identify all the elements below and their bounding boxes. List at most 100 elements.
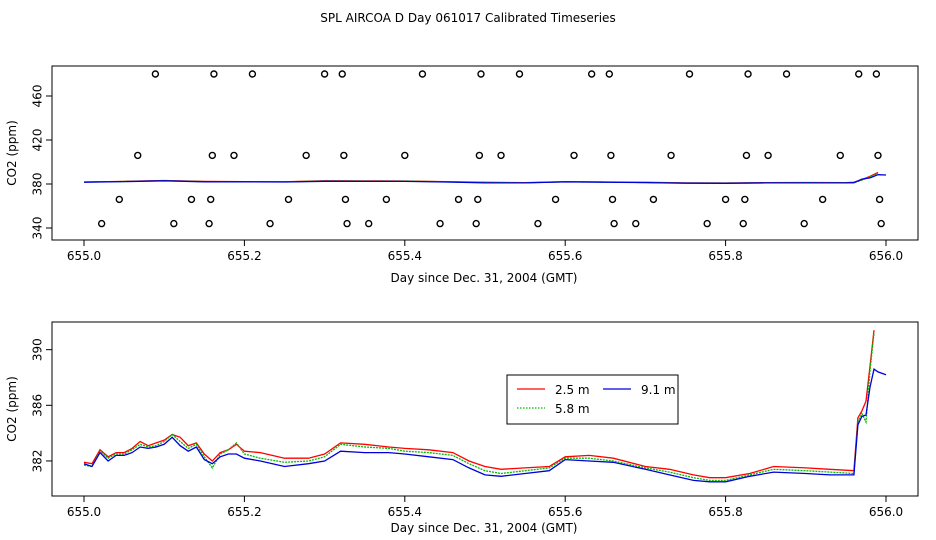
top-x-tick-label: 656.0 xyxy=(869,249,903,263)
top-scatter-points xyxy=(97,70,885,228)
top-scatter-point xyxy=(187,195,196,204)
top-scatter-point xyxy=(207,195,215,204)
top-scatter-point xyxy=(744,70,752,78)
top-scatter-point xyxy=(248,70,257,78)
top-scatter-point xyxy=(855,70,863,78)
top-scatter-point xyxy=(551,195,560,204)
top-scatter-point xyxy=(115,195,123,204)
bottom-x-tick-label: 655.2 xyxy=(227,505,261,519)
bottom-x-tick-label: 655.0 xyxy=(67,505,101,519)
top-scatter-point xyxy=(685,70,694,78)
top-scatter-point xyxy=(343,219,351,228)
top-scatter-point xyxy=(284,195,293,204)
top-scatter-point xyxy=(836,151,844,160)
top-scatter-point xyxy=(764,151,772,160)
top-plot-frame xyxy=(51,65,919,241)
top-scatter-point xyxy=(610,219,618,228)
top-scatter-point xyxy=(97,219,106,228)
top-x-tick-label: 655.2 xyxy=(227,249,261,263)
top-scatter-point xyxy=(205,219,213,228)
top-scatter-point xyxy=(472,219,480,228)
top-scatter-point xyxy=(401,151,409,160)
top-y-tick-label: 380 xyxy=(31,173,45,196)
top-series-lines xyxy=(83,171,887,184)
legend-label-5-8m: 5.8 m xyxy=(555,402,590,416)
top-scatter-point xyxy=(266,219,274,228)
legend: 2.5 m 5.8 m 9.1 m xyxy=(506,374,679,425)
bottom-series-lines xyxy=(83,330,887,483)
top-scatter-point xyxy=(365,219,373,228)
top-scatter-point xyxy=(741,195,749,204)
top-scatter-point xyxy=(230,151,238,160)
top-scatter-point xyxy=(608,195,617,204)
top-scatter-point xyxy=(418,70,427,78)
top-scatter-point xyxy=(587,70,596,78)
top-chart-panel: 655.0 655.2 655.4 655.6 655.8 656.0 340 380 420… xyxy=(5,65,919,285)
bottom-x-tick-label: 655.6 xyxy=(548,505,582,519)
top-scatter-point xyxy=(632,219,640,228)
top-scatter-point xyxy=(208,151,217,160)
bottom-x-axis: 655.0 655.2 655.4 655.6 655.8 656.0 xyxy=(67,495,903,519)
top-y-axis-label: CO2 (ppm) xyxy=(5,120,19,186)
top-scatter-point xyxy=(338,70,346,78)
legend-label-2-5m: 2.5 m xyxy=(555,383,590,397)
top-scatter-point xyxy=(800,219,808,228)
top-scatter-point xyxy=(667,151,675,160)
top-x-tick-label: 655.4 xyxy=(388,249,422,263)
top-scatter-point xyxy=(649,195,658,204)
legend-box xyxy=(506,374,679,425)
top-scatter-point xyxy=(877,219,885,228)
top-scatter-point xyxy=(477,70,485,78)
top-y-tick-label: 460 xyxy=(31,85,45,108)
bottom-y-tick-label: 386 xyxy=(31,394,45,417)
top-x-tick-label: 655.0 xyxy=(67,249,101,263)
figure-title: SPL AIRCOA D Day 061017 Calibrated Times… xyxy=(320,11,615,25)
top-scatter-point xyxy=(436,219,444,228)
bottom-y-tick-label: 382 xyxy=(31,450,45,473)
top-x-tick-label: 655.8 xyxy=(708,249,742,263)
top-scatter-point xyxy=(475,151,484,160)
top-scatter-point xyxy=(605,70,614,78)
top-x-tick-label: 655.6 xyxy=(548,249,582,263)
top-scatter-point xyxy=(497,151,505,160)
top-y-tick-label: 340 xyxy=(31,217,45,240)
top-scatter-point xyxy=(607,151,615,160)
top-scatter-point xyxy=(320,70,329,78)
top-scatter-point xyxy=(474,195,482,204)
bottom-plot-frame xyxy=(51,321,919,497)
bottom-x-tick-label: 656.0 xyxy=(869,505,903,519)
bottom-x-tick-label: 655.8 xyxy=(708,505,742,519)
top-scatter-point xyxy=(454,195,463,204)
bottom-y-axis: 382 386 390 xyxy=(31,338,52,473)
top-scatter-point xyxy=(210,70,218,78)
bottom-y-axis-label: CO2 (ppm) xyxy=(5,376,19,442)
top-scatter-point xyxy=(382,195,391,204)
top-scatter-point xyxy=(515,70,524,78)
top-scatter-point xyxy=(703,219,711,228)
top-scatter-point xyxy=(742,151,751,160)
top-y-axis: 340 380 420 460 xyxy=(31,85,52,240)
bottom-series-line-5-8-m xyxy=(83,332,875,482)
legend-label-9-1m: 9.1 m xyxy=(641,383,676,397)
top-x-axis-label: Day since Dec. 31, 2004 (GMT) xyxy=(391,271,578,285)
top-scatter-point xyxy=(534,219,542,228)
top-y-tick-label: 420 xyxy=(31,129,45,152)
bottom-x-axis-label: Day since Dec. 31, 2004 (GMT) xyxy=(391,521,578,535)
top-scatter-point xyxy=(151,70,160,78)
top-scatter-point xyxy=(721,195,730,204)
top-scatter-point xyxy=(818,195,827,204)
top-scatter-point xyxy=(874,151,882,160)
bottom-series-line-2-5-m xyxy=(83,330,875,479)
bottom-series-line-9-1-m xyxy=(83,368,887,483)
top-scatter-point xyxy=(302,151,310,160)
top-scatter-point xyxy=(170,219,178,228)
top-scatter-point xyxy=(872,70,881,78)
top-scatter-point xyxy=(782,70,791,78)
top-scatter-point xyxy=(340,151,348,160)
top-scatter-point xyxy=(134,151,142,160)
bottom-chart-panel: 655.0 655.2 655.4 655.6 655.8 656.0 382 386 390… xyxy=(5,321,919,535)
top-scatter-point xyxy=(570,151,578,160)
bottom-x-tick-label: 655.4 xyxy=(388,505,422,519)
top-x-axis: 655.0 655.2 655.4 655.6 655.8 656.0 xyxy=(67,239,903,263)
